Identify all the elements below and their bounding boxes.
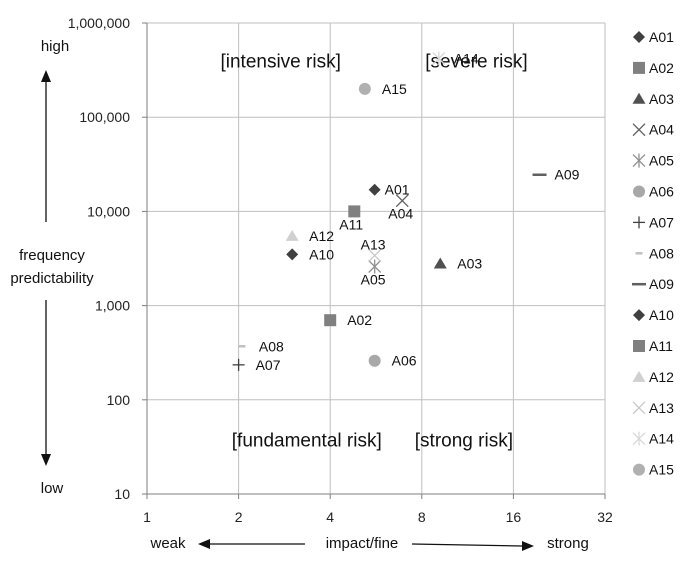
legend-label-a02: A02 (649, 60, 674, 76)
data-point-a04 (395, 194, 409, 208)
legend-marker-a13 (632, 401, 646, 415)
point-label-a07: A07 (256, 357, 281, 373)
legend-label-a15: A15 (649, 462, 674, 478)
point-label-a06: A06 (392, 353, 417, 369)
y-title-line2: predictability (10, 270, 94, 287)
y-tick-label: 10,000 (87, 203, 130, 219)
legend-label-a12: A12 (649, 369, 674, 385)
quadrant-label: [intensive risk] (220, 51, 340, 72)
data-point-a11 (348, 205, 361, 218)
point-label-a05: A05 (361, 272, 386, 288)
y-title-line1: frequency (19, 247, 85, 264)
y-low-label: low (41, 480, 64, 497)
legend-label-a11: A11 (649, 338, 673, 354)
x-tick-label: 1 (143, 509, 151, 525)
point-label-a02: A02 (347, 312, 372, 328)
x-tick-label: 4 (326, 509, 334, 525)
legend-marker-a10 (633, 309, 645, 322)
legend-label-a05: A05 (649, 153, 674, 169)
plot-area: 1 2 4 8 16 32 10 100 1,000 10,000 100,000 1,000,000… (68, 15, 613, 525)
quadrant-label: [strong risk] (415, 430, 513, 451)
data-point-a02 (324, 314, 337, 327)
legend-label-a06: A06 (649, 184, 674, 200)
x-tick-label: 16 (506, 509, 522, 525)
data-point-a07 (232, 358, 245, 371)
point-label-a13: A13 (361, 237, 386, 253)
data-point-a15 (358, 82, 371, 95)
x-tick-label: 2 (235, 509, 243, 525)
legend-label-a10: A10 (649, 307, 674, 323)
data-point-a03 (433, 257, 447, 269)
legend-label-a07: A07 (649, 214, 674, 230)
point-label-a15: A15 (382, 81, 407, 97)
y-tick-label: 10 (114, 486, 130, 502)
point-label-a12: A12 (309, 228, 334, 244)
x-title: impact/fine (326, 535, 399, 552)
y-axis-annotation: high frequency predictability low (10, 38, 94, 497)
point-label-a08: A08 (259, 338, 284, 354)
legend-marker-a07 (633, 216, 645, 229)
legend-marker-a12 (632, 370, 646, 382)
y-tick-label: 100 (107, 392, 131, 408)
data-point-a14 (432, 51, 446, 66)
point-label-a04: A04 (388, 206, 413, 222)
data-point-a01 (368, 183, 381, 196)
legend-marker-a14 (632, 431, 646, 446)
down-arrowhead (41, 454, 51, 466)
y-high-label: high (41, 38, 69, 55)
y-tick-label: 1,000,000 (68, 15, 130, 31)
data-point-a10 (286, 248, 299, 261)
legend-label-a04: A04 (649, 122, 674, 138)
data-point-a13 (368, 249, 382, 262)
right-arrow-line (411, 543, 523, 547)
point-label-a10: A10 (309, 246, 334, 262)
y-tick-label: 100,000 (79, 109, 130, 125)
legend-marker-a11 (633, 340, 645, 352)
legend-label-a09: A09 (649, 276, 674, 292)
up-arrowhead (41, 70, 51, 82)
legend-marker-a02 (633, 61, 645, 74)
x-weak-label: weak (149, 535, 186, 552)
legend-label-a08: A08 (649, 245, 674, 261)
point-label-a03: A03 (457, 255, 482, 271)
data-point-a06 (368, 354, 381, 367)
data-point-a12 (285, 229, 299, 241)
legend-marker-a01 (633, 31, 645, 43)
y-tick-label: 1,000 (95, 298, 130, 314)
legend-marker-a04 (632, 123, 646, 137)
quadrant-label: [severe risk] (425, 51, 527, 72)
point-label-a11: A11 (339, 216, 363, 232)
x-axis-annotation: weak impact/fine strong (149, 535, 588, 552)
legend-label-a03: A03 (649, 91, 674, 107)
quadrant-label: [fundamental risk] (232, 430, 382, 451)
left-arrowhead (198, 539, 210, 549)
legend-marker-a05 (632, 153, 646, 168)
data-point-a05 (368, 259, 382, 274)
legend-label-a13: A13 (649, 400, 674, 416)
legend-label-a01: A01 (649, 29, 674, 45)
point-label-a01: A01 (385, 182, 410, 198)
legend: A01 A02 A03 A04 A05 A06 A07 A08 A09 A10 A11 A12 A13 A… (632, 29, 674, 478)
x-tick-label: 8 (418, 509, 426, 525)
x-tick-label: 32 (597, 509, 613, 525)
legend-marker-a06 (633, 185, 645, 198)
legend-label-a14: A14 (649, 431, 674, 447)
right-arrowhead (522, 541, 534, 551)
point-label-a14: A14 (454, 50, 479, 66)
legend-marker-a15 (633, 463, 645, 476)
point-label-a09: A09 (555, 167, 580, 183)
x-strong-label: strong (547, 535, 589, 552)
legend-marker-a03 (632, 92, 646, 104)
